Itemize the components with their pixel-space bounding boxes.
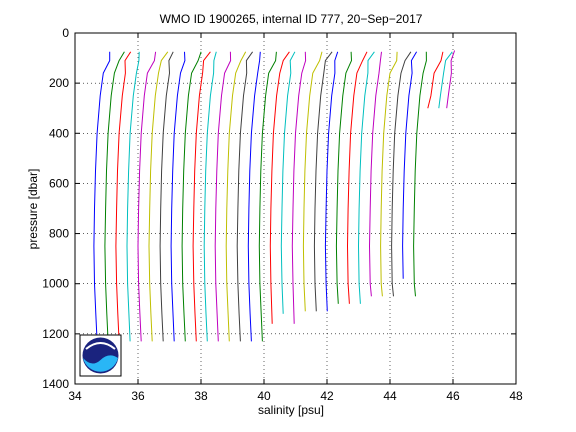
profile-line-31: [427, 51, 444, 109]
y-tick-label: 800: [49, 227, 69, 241]
profile-line-14: [236, 51, 254, 342]
profile-line-6: [148, 51, 169, 342]
profile-line-3: [115, 51, 132, 342]
profile-series: [93, 50, 456, 342]
profile-line-11: [203, 51, 217, 342]
x-tick-label: 44: [383, 389, 397, 403]
profile-line-30: [413, 51, 427, 297]
y-tick-label: 1200: [42, 327, 69, 341]
y-tick-label: 1400: [42, 377, 69, 391]
profile-line-8: [170, 51, 186, 342]
x-axis-ticks: 34 36 38 40 42 44 46 48: [68, 33, 523, 403]
profile-line-17: [269, 51, 290, 324]
profile-line-15: [247, 51, 261, 342]
y-tick-label: 1000: [42, 277, 69, 291]
profile-line-5: [137, 51, 157, 342]
profile-line-27: [380, 51, 398, 297]
x-tick-label: 36: [131, 389, 145, 403]
y-axis-label: pressure [dbar]: [26, 169, 40, 250]
y-axis-ticks: 0 200 400 600 800 1000 1200 1400: [42, 26, 516, 391]
x-axis-label: salinity [psu]: [258, 403, 324, 417]
profile-line-23: [335, 51, 352, 304]
profile-line-32: [438, 51, 453, 109]
x-tick-label: 40: [257, 389, 271, 403]
profile-line-2: [104, 51, 125, 342]
y-tick-label: 0: [62, 26, 69, 40]
x-tick-label: 34: [68, 389, 82, 403]
profile-line-18: [280, 51, 296, 314]
x-tick-label: 46: [446, 389, 460, 403]
logo-gull: [85, 342, 116, 350]
profile-line-26: [369, 51, 382, 297]
profile-line-16: [258, 51, 277, 342]
profile-line-25: [358, 51, 375, 304]
profile-line-28: [391, 51, 412, 297]
profile-line-29: [402, 51, 418, 279]
y-tick-label: 400: [49, 126, 69, 140]
x-tick-label: 48: [509, 389, 523, 403]
profile-line-13: [225, 51, 247, 342]
profile-line-21: [313, 51, 333, 312]
chart-title: WMO ID 1900265, internal ID 777, 20−Sep−…: [160, 12, 423, 26]
profile-line-33: [446, 50, 456, 109]
y-tick-label: 600: [49, 176, 69, 190]
profile-line-24: [347, 51, 368, 304]
x-tick-label: 38: [194, 389, 208, 403]
logo-wave: [83, 355, 118, 372]
plot-frame: [74, 32, 517, 385]
profile-line-10: [192, 51, 211, 342]
profile-line-7: [159, 51, 174, 342]
x-tick-label: 42: [320, 389, 334, 403]
profile-line-1: [93, 51, 111, 342]
profile-line-9: [181, 51, 202, 342]
profile-line-4: [126, 51, 140, 342]
profile-line-19: [291, 51, 307, 324]
profile-line-20: [302, 51, 323, 312]
y-tick-label: 200: [49, 76, 69, 90]
profile-line-22: [324, 51, 339, 312]
noaa-logo: [79, 334, 122, 377]
profile-line-12: [214, 51, 232, 342]
